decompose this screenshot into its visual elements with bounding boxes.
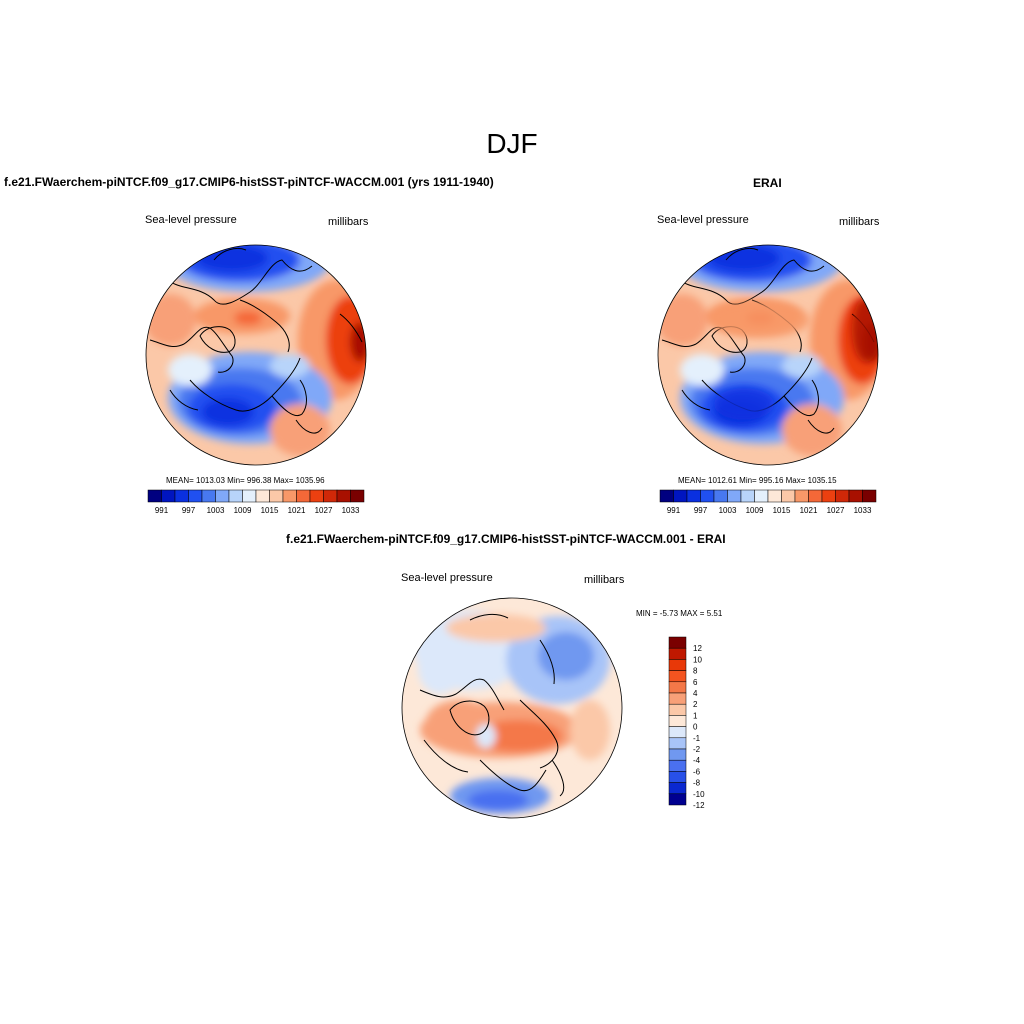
model-units-label: millibars [328, 216, 369, 228]
obs-variable-label: Sea-level pressure [657, 214, 749, 226]
colorbar-swatch [740, 489, 755, 503]
colorbar-tick-label: 10 [693, 655, 702, 664]
colorbar-tick-label: 997 [182, 506, 196, 515]
colorbar-swatch [794, 489, 809, 503]
colorbar-tick-label: 1003 [719, 506, 737, 515]
colorbar-swatch [668, 715, 687, 727]
colorbar-tick-label: -1 [693, 734, 701, 743]
colorbar-tick-label: 6 [693, 678, 698, 687]
colorbar-tick-label: 1003 [207, 506, 225, 515]
diff-slp-map [401, 597, 623, 819]
colorbar-tick-label: -8 [693, 779, 701, 788]
colorbar-swatch [161, 489, 176, 503]
colorbar-tick-label: 1015 [773, 506, 791, 515]
colorbar-swatch [668, 771, 687, 783]
colorbar-swatch [309, 489, 324, 503]
colorbar-swatch [269, 489, 284, 503]
model-variable-label: Sea-level pressure [145, 214, 237, 226]
colorbar-swatch [201, 489, 216, 503]
colorbar-swatch [255, 489, 270, 503]
diff-units-label: millibars [584, 574, 625, 586]
colorbar-swatch [668, 759, 687, 772]
colorbar-swatch [835, 489, 850, 503]
diff-variable-label: Sea-level pressure [401, 572, 493, 584]
colorbar-swatch [668, 659, 687, 671]
colorbar-swatch [668, 647, 687, 660]
colorbar-tick-label: 12 [693, 644, 702, 653]
colorbar-swatch [862, 489, 877, 503]
colorbar-swatch [188, 489, 203, 503]
colorbar-swatch [668, 793, 687, 806]
colorbar-swatch [147, 489, 162, 503]
colorbar-tick-label: 1021 [288, 506, 306, 515]
colorbar-tick-label: 4 [693, 689, 698, 698]
model-slp-map [145, 244, 367, 466]
figure-title: DJF [486, 128, 538, 159]
colorbar-tick-label: 2 [693, 700, 698, 709]
colorbar-swatch [727, 489, 742, 503]
model-stats: MEAN= 1013.03 Min= 996.38 Max= 1035.96 [166, 476, 325, 485]
colorbar-swatch [754, 489, 769, 503]
colorbar-swatch [668, 782, 687, 795]
colorbar-tick-label: 1027 [827, 506, 845, 515]
colorbar-swatch [659, 489, 674, 503]
colorbar-swatch [673, 489, 688, 503]
model-panel-title: f.e21.FWaerchem-piNTCF.f09_g17.CMIP6-his… [4, 175, 494, 189]
obs-colorbar: 991 997 1003 1009 1015 1021 1027 1033 [659, 489, 877, 515]
colorbar-swatch [336, 489, 351, 503]
colorbar-tick-label: 991 [667, 506, 681, 515]
colorbar-swatch [808, 489, 823, 503]
colorbar-tick-label: 1033 [342, 506, 360, 515]
diff-stats: MIN = -5.73 MAX = 5.51 [636, 609, 723, 618]
colorbar-swatch [668, 726, 687, 739]
colorbar-tick-label: -12 [693, 801, 705, 810]
colorbar-swatch [228, 489, 243, 503]
colorbar-swatch [713, 489, 728, 503]
colorbar-tick-label: 1027 [315, 506, 333, 515]
colorbar-swatch [668, 703, 687, 716]
colorbar-swatch [215, 489, 230, 503]
colorbar-tick-label: 1033 [854, 506, 872, 515]
colorbar-tick-label: 8 [693, 667, 698, 676]
colorbar-swatch [686, 489, 701, 503]
colorbar-swatch [296, 489, 311, 503]
colorbar-tick-label: 1009 [746, 506, 764, 515]
colorbar-swatch [821, 489, 836, 503]
colorbar-tick-label: 991 [155, 506, 169, 515]
colorbar-swatch [848, 489, 863, 503]
colorbar-swatch [668, 692, 687, 705]
model-colorbar: 991 997 1003 1009 1015 1021 1027 1033 [147, 489, 365, 515]
colorbar-tick-label: 1021 [800, 506, 818, 515]
colorbar-swatch [781, 489, 796, 503]
colorbar-tick-label: -6 [693, 767, 701, 776]
colorbar-swatch [282, 489, 297, 503]
obs-panel-title: ERAI [753, 176, 782, 190]
colorbar-tick-label: -4 [693, 756, 701, 765]
colorbar-swatch [323, 489, 338, 503]
diff-panel-title: f.e21.FWaerchem-piNTCF.f09_g17.CMIP6-his… [286, 532, 726, 546]
colorbar-swatch [242, 489, 257, 503]
colorbar-swatch [668, 681, 687, 694]
colorbar-tick-label: 1015 [261, 506, 279, 515]
obs-stats: MEAN= 1012.61 Min= 995.16 Max= 1035.15 [678, 476, 837, 485]
colorbar-tick-label: 997 [694, 506, 708, 515]
obs-slp-map [657, 244, 879, 466]
colorbar-swatch [668, 670, 687, 683]
colorbar-tick-label: 0 [693, 723, 698, 732]
colorbar-swatch [668, 636, 687, 649]
colorbar-swatch [668, 737, 687, 750]
colorbar-swatch [700, 489, 715, 503]
colorbar-swatch [174, 489, 189, 503]
colorbar-swatch [767, 489, 782, 503]
colorbar-tick-label: -2 [693, 745, 701, 754]
colorbar-tick-label: 1 [693, 711, 698, 720]
colorbar-swatch [668, 748, 687, 761]
colorbar-swatch [350, 489, 365, 503]
colorbar-tick-label: 1009 [234, 506, 252, 515]
obs-units-label: millibars [839, 216, 880, 228]
colorbar-tick-label: -10 [693, 790, 705, 799]
